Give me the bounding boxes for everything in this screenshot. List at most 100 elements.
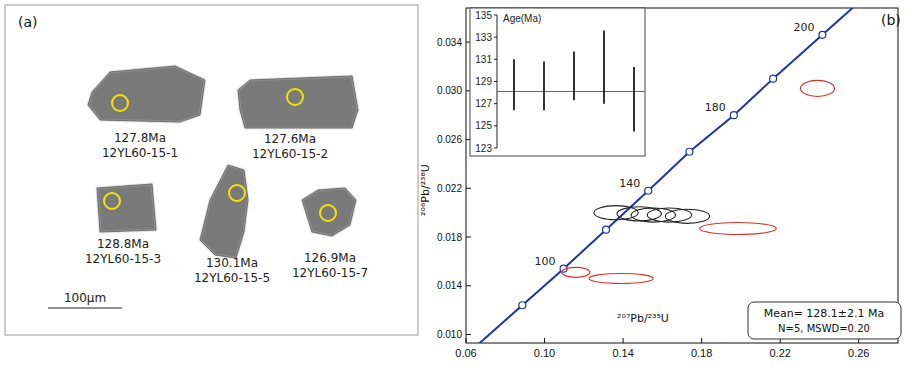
y-tick bbox=[466, 285, 471, 286]
grain-image bbox=[97, 184, 156, 232]
x-tick-label: 0.26 bbox=[848, 347, 869, 359]
x-axis-label: ²⁰⁷Pb/²³⁵U bbox=[617, 312, 669, 325]
inset-marks bbox=[497, 31, 645, 132]
grain-image bbox=[88, 66, 205, 122]
x-tick bbox=[623, 338, 624, 343]
inset-y-tick-label: 135 bbox=[475, 10, 492, 21]
grain-age: 128.8Ma bbox=[97, 237, 149, 251]
scale-bar-label: 100μm bbox=[64, 291, 106, 305]
inset-y-tick bbox=[494, 103, 497, 104]
grain-spot: 12YL60-15-7 bbox=[292, 266, 368, 280]
concordia-point bbox=[730, 112, 737, 119]
x-tick-label: 0.18 bbox=[691, 347, 712, 359]
x-tick bbox=[544, 338, 545, 343]
zircon-grain: 126.9Ma12YL60-15-7 bbox=[292, 188, 368, 280]
annotation: N=5, MSWD=0.20 bbox=[778, 323, 870, 334]
plot-frame bbox=[466, 8, 898, 343]
y-tick-label: 0.022 bbox=[437, 183, 462, 194]
inset-y-tick bbox=[494, 15, 497, 16]
inset-y-tick bbox=[494, 81, 497, 82]
panel-frame bbox=[5, 5, 418, 335]
panel-label: (a) bbox=[18, 14, 38, 30]
analysis-spot bbox=[320, 205, 336, 221]
grain-image bbox=[302, 188, 356, 236]
grain-age: 126.9Ma bbox=[304, 251, 356, 265]
grain-spot: 12YL60-15-1 bbox=[102, 146, 178, 160]
grain-spot: 12YL60-15-2 bbox=[252, 147, 328, 161]
grain-image bbox=[200, 165, 248, 258]
inset-y-tick-label: 129 bbox=[475, 76, 492, 87]
grain-zoning bbox=[200, 165, 248, 258]
x-tick-label: 0.06 bbox=[455, 347, 476, 359]
panel-label: (b) bbox=[881, 12, 901, 28]
analysis-spot bbox=[112, 95, 128, 111]
inset-title: Age(Ma) bbox=[503, 13, 541, 24]
inset-y-tick-label: 131 bbox=[475, 54, 492, 65]
zircon-grain: 128.8Ma12YL60-15-3 bbox=[85, 184, 161, 266]
age-error-bar bbox=[603, 31, 605, 104]
analysis-spot bbox=[229, 185, 245, 201]
inset-y-tick-label: 133 bbox=[475, 32, 492, 43]
concordia-extension bbox=[466, 305, 522, 343]
x-tick bbox=[701, 338, 702, 343]
y-tick bbox=[466, 188, 471, 189]
y-tick bbox=[466, 237, 471, 238]
grain-spot: 12YL60-15-5 bbox=[194, 271, 270, 285]
concordia-point bbox=[686, 148, 693, 155]
grain-image bbox=[238, 76, 358, 128]
error-ellipse bbox=[800, 80, 834, 96]
age-error-bar bbox=[633, 67, 635, 131]
inset-y-tick bbox=[494, 37, 497, 38]
figure: (a)127.8Ma12YL60-15-1127.6Ma12YL60-15-21… bbox=[0, 0, 907, 367]
y-axis-label: ²⁰⁶Pb/²³⁸U bbox=[419, 164, 432, 216]
grain-age: 127.8Ma bbox=[114, 131, 166, 145]
concordia-point bbox=[645, 187, 652, 194]
y-tick-label: 0.014 bbox=[437, 280, 462, 291]
y-tick-label: 0.018 bbox=[437, 232, 462, 243]
grain-age: 127.6Ma bbox=[264, 132, 316, 146]
analysis-spot bbox=[287, 89, 303, 105]
y-tick-label: 0.034 bbox=[437, 37, 462, 48]
zircon-grain: 127.6Ma12YL60-15-2 bbox=[238, 76, 358, 161]
age-error-bar bbox=[573, 52, 575, 101]
inset-y-tick-label: 127 bbox=[475, 98, 492, 109]
y-tick-label: 0.030 bbox=[437, 85, 462, 96]
age-error-bar bbox=[513, 59, 515, 110]
grain-zoning bbox=[302, 188, 356, 236]
age-label: 200 bbox=[793, 21, 814, 34]
x-tick-label: 0.22 bbox=[769, 347, 790, 359]
mean-line bbox=[497, 91, 645, 92]
grain-spot: 12YL60-15-3 bbox=[85, 252, 161, 266]
inset-y-tick-label: 123 bbox=[475, 143, 492, 154]
error-ellipse bbox=[589, 273, 653, 283]
concordia-point bbox=[519, 302, 526, 309]
inset-y-tick-label: 125 bbox=[475, 120, 492, 131]
x-tick bbox=[466, 338, 467, 343]
analysis-spot bbox=[104, 193, 120, 209]
inset: 123 125 127 129 131 133 135 Age(Ma) bbox=[470, 8, 645, 156]
x-tick-label: 0.14 bbox=[612, 347, 633, 359]
age-label: 140 bbox=[619, 177, 640, 190]
panel-b: 0.06 0.10 0.14 0.18 0.22 0.26 0.010 0.014 0.018 0… bbox=[357, 0, 907, 367]
x-tick-label: 0.10 bbox=[534, 347, 555, 359]
annotation-box bbox=[748, 302, 901, 339]
grain-zoning bbox=[97, 184, 156, 232]
inset-y-tick bbox=[494, 148, 497, 149]
plot-marks bbox=[466, 8, 898, 343]
error-ellipse bbox=[700, 223, 777, 235]
error-ellipse bbox=[617, 207, 661, 221]
error-ellipse bbox=[665, 209, 709, 223]
zircon-grain: 130.1Ma12YL60-15-5 bbox=[194, 165, 270, 285]
annotation: Mean= 128.1±2.1 Ma bbox=[764, 307, 885, 320]
concordia-extension bbox=[822, 8, 898, 35]
inset-y-tick bbox=[494, 125, 497, 126]
scale-bar bbox=[48, 307, 122, 308]
inset-y-tick bbox=[494, 59, 497, 60]
age-error-bar bbox=[543, 62, 545, 111]
grain-zoning bbox=[238, 76, 358, 128]
panel-a: (a)127.8Ma12YL60-15-1127.6Ma12YL60-15-21… bbox=[5, 5, 418, 335]
y-tick-label: 0.010 bbox=[437, 329, 462, 340]
concordia-point bbox=[770, 75, 777, 82]
age-label: 100 bbox=[535, 255, 556, 268]
grain-zoning bbox=[88, 66, 205, 122]
